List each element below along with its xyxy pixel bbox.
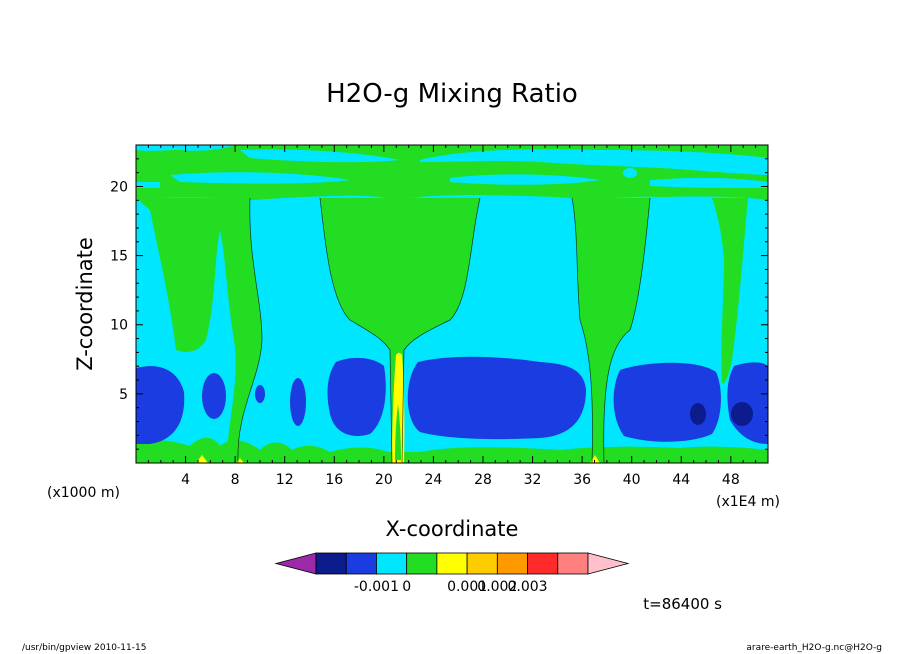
field-blue-cell-left	[136, 366, 185, 444]
footer-right: arare-earth_H2O-g.nc@H2O-g	[746, 643, 882, 653]
x-axis-ticks: 4 8 12 16 20 24 28 32 36 40 44 48	[147, 145, 757, 488]
colorbar-swatch	[527, 552, 559, 575]
colorbar-upper-triangle	[587, 552, 630, 575]
x-tick-label: 28	[474, 472, 492, 488]
x-tick-label: 4	[181, 472, 190, 488]
footer-left: /usr/bin/gpview 2010-11-15	[22, 643, 146, 653]
x-axis-label: X-coordinate	[386, 517, 519, 541]
x-tick-label: 12	[276, 472, 294, 488]
time-label: t=86400 s	[643, 595, 722, 613]
colorbar-label: 0.003	[508, 579, 548, 595]
y-tick-label: 5	[119, 387, 128, 403]
colorbar-swatch	[496, 552, 528, 575]
x-tick-label: 40	[623, 472, 641, 488]
x-tick-label: 8	[231, 472, 240, 488]
y-tick-label: 15	[110, 249, 128, 265]
y-axis-label: Z-coordinate	[73, 237, 97, 371]
field-green-central-plume	[320, 198, 480, 463]
colorbar-label: 0	[402, 579, 411, 595]
y-axis-ticks: 5 10 15 20	[110, 158, 768, 450]
field-green-far-right-plume	[712, 198, 748, 384]
y-tick-label: 20	[110, 179, 128, 195]
field-darkblue-spot-2	[731, 402, 753, 426]
field-blue-cell-7	[613, 362, 721, 442]
field-green-bottom-band	[136, 437, 768, 463]
colorbar-swatch	[466, 552, 498, 575]
field-blue-cell-6	[407, 356, 586, 440]
chart-title: H2O-g Mixing Ratio	[326, 79, 578, 109]
x-units-left: (x1000 m)	[47, 485, 120, 501]
plot-area	[136, 145, 768, 463]
field-blue-cell-4	[290, 378, 306, 426]
colorbar-swatch	[406, 552, 438, 575]
field-cyan-streak-mid	[136, 172, 768, 188]
colorbar-label: 0.002	[477, 579, 517, 595]
colorbar-swatch	[345, 552, 377, 575]
x-tick-label: 16	[325, 472, 343, 488]
field-cyan-blob	[623, 168, 637, 178]
colorbar-lower-triangle	[274, 552, 317, 575]
field-cyan-streak-top	[136, 145, 768, 175]
field-green-left-plume	[136, 198, 262, 463]
y-tick-label: 10	[110, 318, 128, 334]
field-blue-cell-2	[202, 373, 226, 419]
x-tick-label: 32	[524, 472, 542, 488]
x-tick-label: 44	[672, 472, 690, 488]
contour-lines	[237, 197, 651, 463]
x-tick-label: 20	[375, 472, 393, 488]
colorbar-label: 0.001	[447, 579, 487, 595]
x-tick-label: 24	[424, 472, 442, 488]
colorbar-swatch	[557, 552, 589, 575]
colorbar-label: -0.001	[354, 579, 399, 595]
x-units-right: (x1E4 m)	[716, 494, 780, 510]
colorbar-swatch	[436, 552, 468, 575]
x-tick-label: 36	[573, 472, 591, 488]
field-green-right-plume	[572, 198, 650, 463]
field-blue-cell-3	[255, 385, 265, 403]
colorbar-swatch	[376, 552, 408, 575]
plot-frame	[135, 144, 769, 464]
field-darkblue-spot-1	[690, 403, 706, 425]
field-green-jet-core	[395, 404, 401, 460]
colorbar	[274, 552, 630, 575]
field-blue-cell-5	[327, 357, 386, 436]
colorbar-swatch	[315, 552, 347, 575]
x-tick-label: 48	[722, 472, 740, 488]
